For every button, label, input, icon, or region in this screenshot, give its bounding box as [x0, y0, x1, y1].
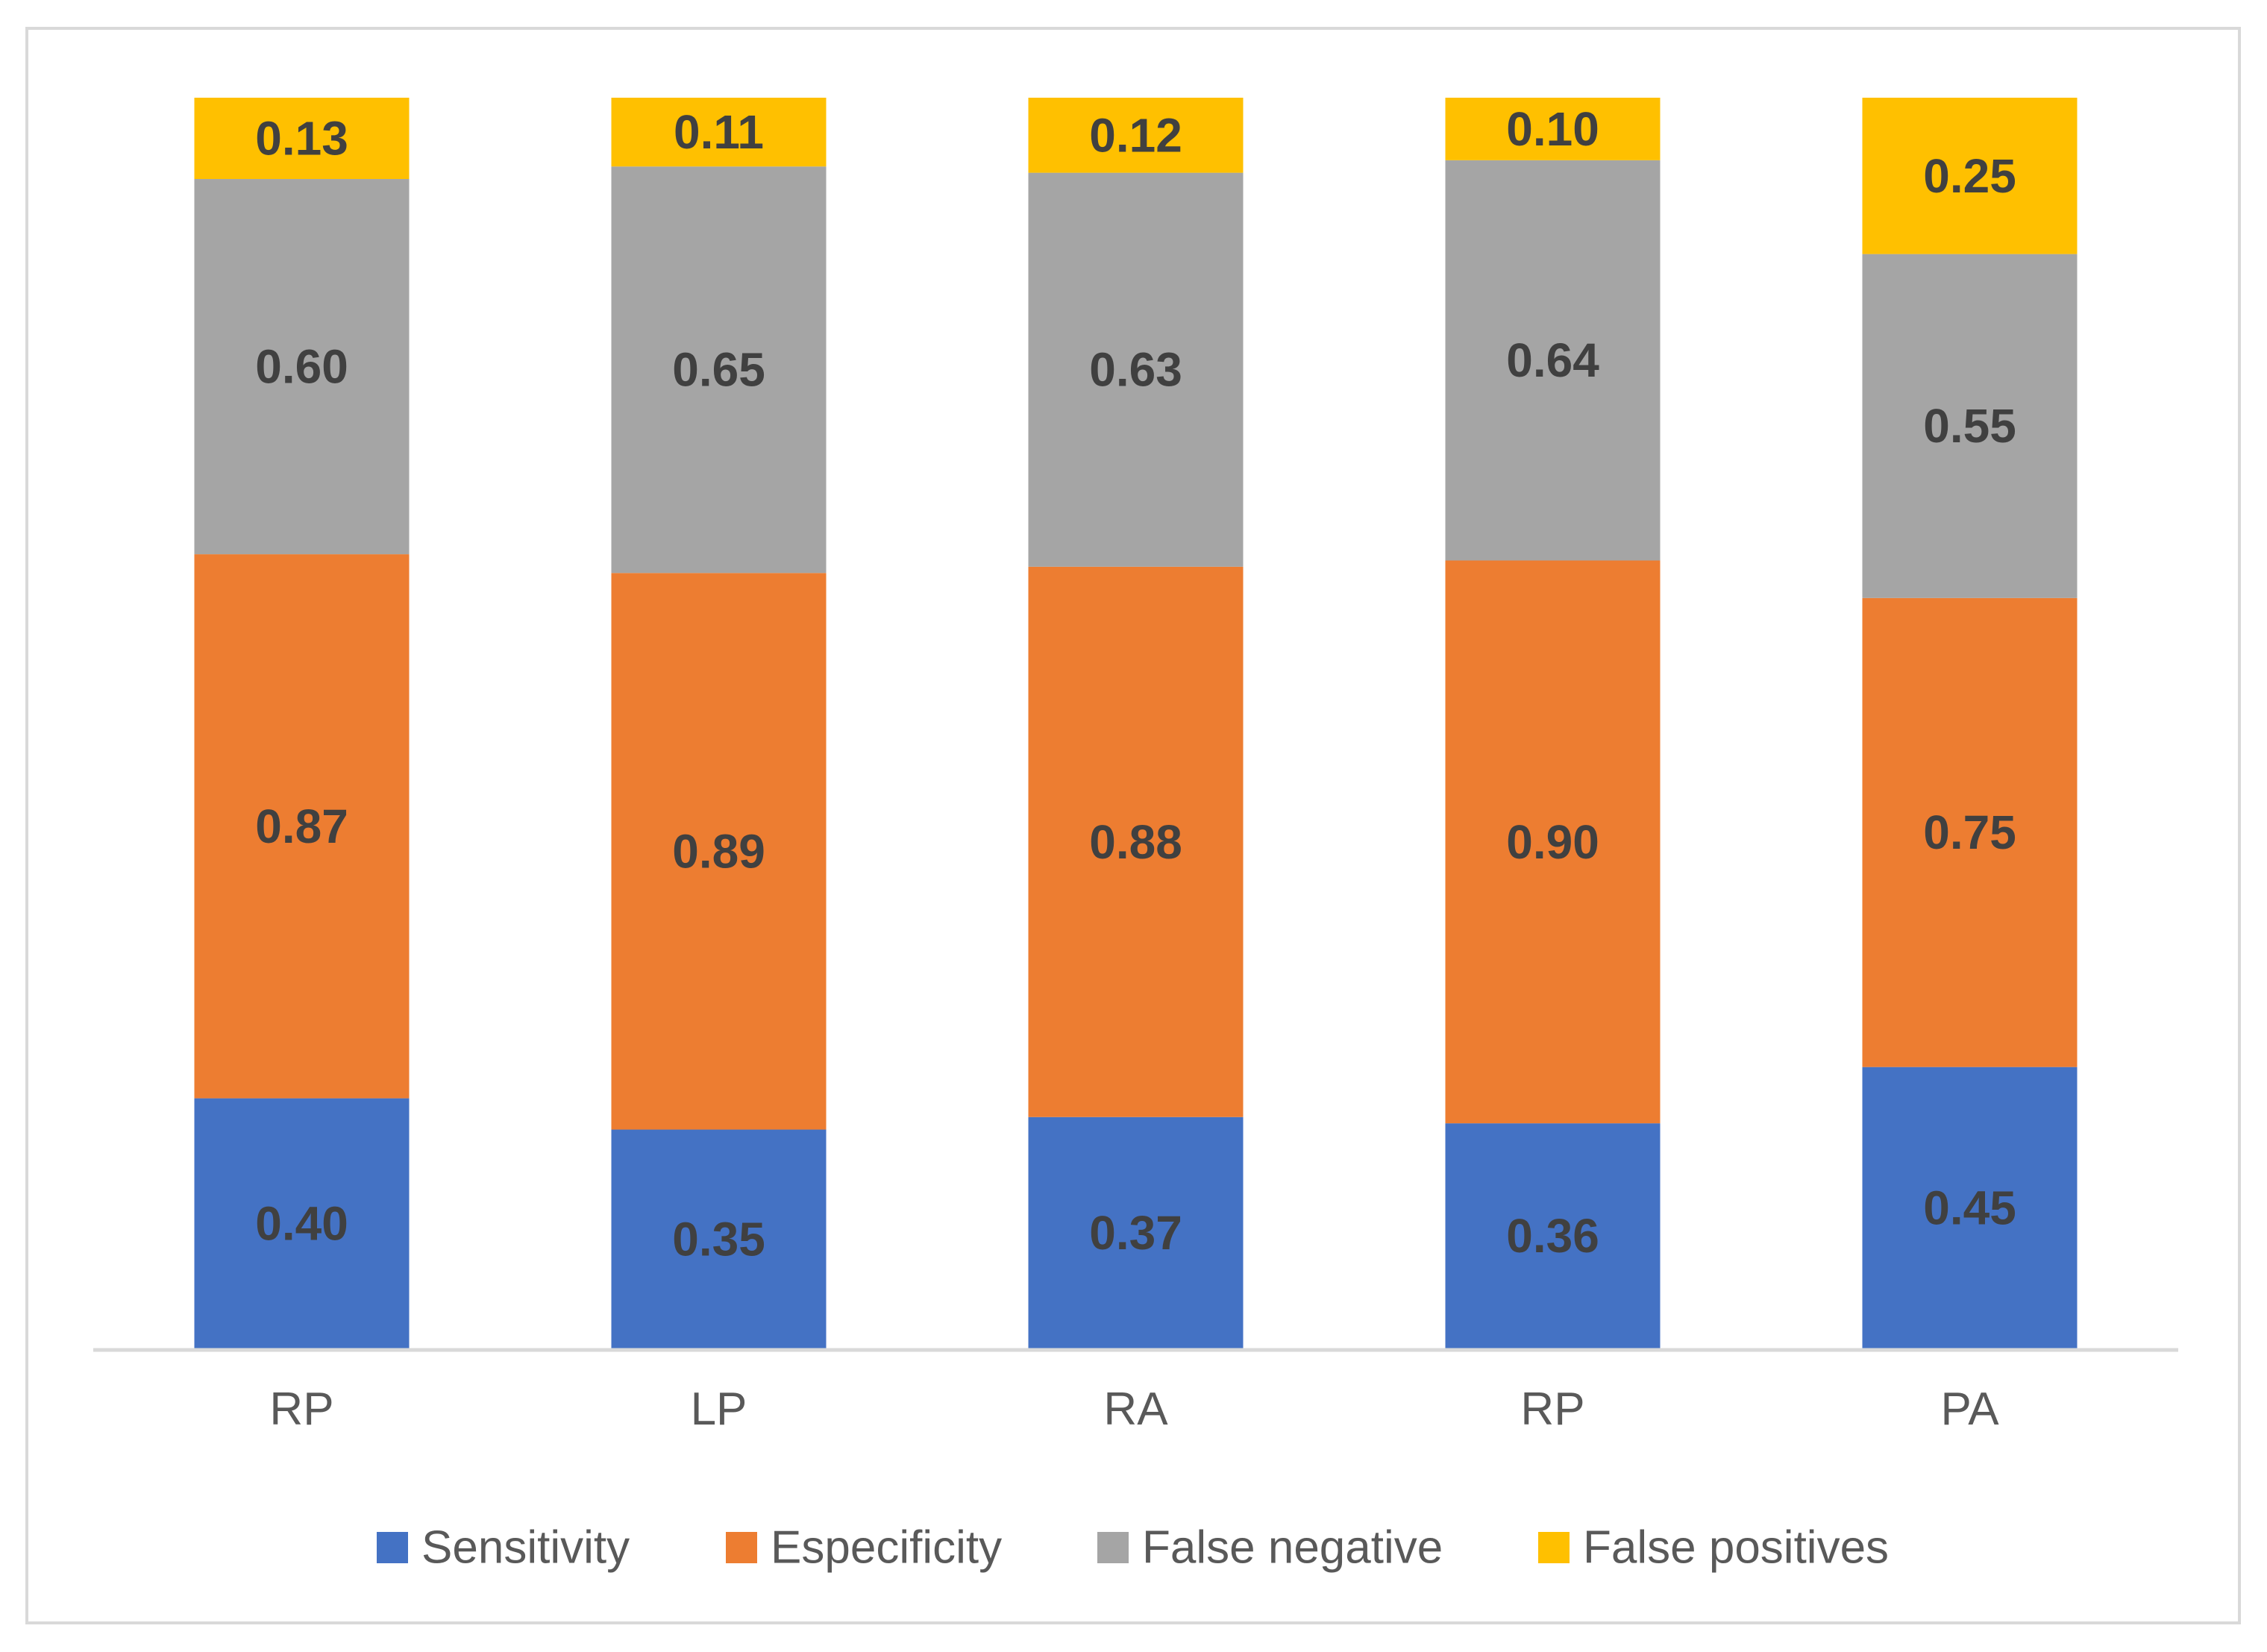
legend-item-especificity: Especificity — [726, 1522, 1002, 1574]
bar-sensitivity-3 — [1028, 1116, 1244, 1348]
data-label-false-negative-5: 0.55 — [1923, 399, 2016, 453]
legend-item-false-negative: False negative — [1097, 1522, 1443, 1574]
data-label-false-positives-4: 0.10 — [1506, 102, 1599, 156]
bar-false-negative-5 — [1862, 254, 2078, 598]
bar-sensitivity-5 — [1862, 1067, 2078, 1348]
data-label-false-positives-1: 0.13 — [255, 112, 348, 166]
legend-swatch-sensitivity — [377, 1532, 408, 1563]
data-label-especificity-5: 0.75 — [1923, 805, 2016, 859]
x-tick-label-3: RA — [1103, 1384, 1168, 1435]
bar-false-positives-2 — [611, 98, 827, 167]
data-label-especificity-2: 0.89 — [672, 824, 765, 878]
bar-false-positives-3 — [1028, 98, 1244, 173]
bar-sensitivity-4 — [1445, 1123, 1661, 1348]
data-label-false-positives-2: 0.11 — [674, 105, 764, 159]
bar-false-positives-1 — [194, 98, 410, 180]
bar-false-negative-4 — [1445, 160, 1661, 561]
bars-layer: 0.40 0.87 0.60 0.13 0.35 0.89 0.65 0.11 0.37 0.88… — [194, 98, 2078, 1348]
bar-especificity-1 — [194, 554, 410, 1099]
legend-item-false-positives: False positives — [1538, 1522, 1889, 1574]
data-label-false-negative-4: 0.64 — [1506, 333, 1599, 387]
data-label-sensitivity-1: 0.40 — [255, 1196, 348, 1250]
bar-false-negative-1 — [194, 179, 410, 555]
data-label-sensitivity-4: 0.36 — [1506, 1209, 1599, 1263]
data-label-sensitivity-5: 0.45 — [1923, 1181, 2016, 1234]
data-label-false-positives-3: 0.12 — [1089, 108, 1182, 162]
x-tick-label-1: RP — [269, 1384, 333, 1435]
bar-false-positives-4 — [1445, 98, 1661, 160]
data-label-sensitivity-3: 0.37 — [1089, 1206, 1182, 1260]
bar-especificity-4 — [1445, 560, 1661, 1124]
legend-item-sensitivity: Sensitivity — [377, 1522, 630, 1574]
bar-false-negative-3 — [1028, 172, 1244, 567]
x-tick-label-2: LP — [691, 1384, 747, 1435]
data-label-false-negative-2: 0.65 — [672, 343, 765, 397]
bar-sensitivity-2 — [611, 1129, 827, 1348]
bar-especificity-5 — [1862, 597, 2078, 1067]
x-tick-label-5: PA — [1940, 1384, 1999, 1435]
data-label-false-positives-5: 0.25 — [1923, 149, 2016, 203]
bar-sensitivity-1 — [194, 1098, 410, 1348]
legend-label-false-negative: False negative — [1142, 1522, 1443, 1574]
bar-false-negative-2 — [611, 166, 827, 574]
data-label-false-negative-3: 0.63 — [1089, 343, 1182, 397]
x-tick-label-4: RP — [1520, 1384, 1584, 1435]
bar-false-positives-5 — [1862, 98, 2078, 254]
legend-swatch-especificity — [726, 1532, 757, 1563]
x-axis-ticks: RP LP RA RP PA — [269, 1384, 1999, 1435]
legend-label-sensitivity: Sensitivity — [421, 1522, 630, 1574]
data-label-especificity-3: 0.88 — [1089, 815, 1182, 869]
legend-label-false-positives: False positives — [1583, 1522, 1889, 1574]
legend-swatch-false-negative — [1097, 1532, 1129, 1563]
bar-especificity-3 — [1028, 566, 1244, 1117]
data-label-especificity-4: 0.90 — [1506, 815, 1599, 869]
legend-swatch-false-positives — [1538, 1532, 1570, 1563]
bar-especificity-2 — [611, 573, 827, 1130]
data-label-sensitivity-2: 0.35 — [672, 1212, 765, 1266]
data-label-false-negative-1: 0.60 — [255, 340, 348, 394]
legend-label-especificity: Especificity — [771, 1522, 1002, 1574]
data-label-especificity-1: 0.87 — [255, 800, 348, 853]
legend: Sensitivity Especificity False negative Fal… — [377, 1522, 1889, 1574]
